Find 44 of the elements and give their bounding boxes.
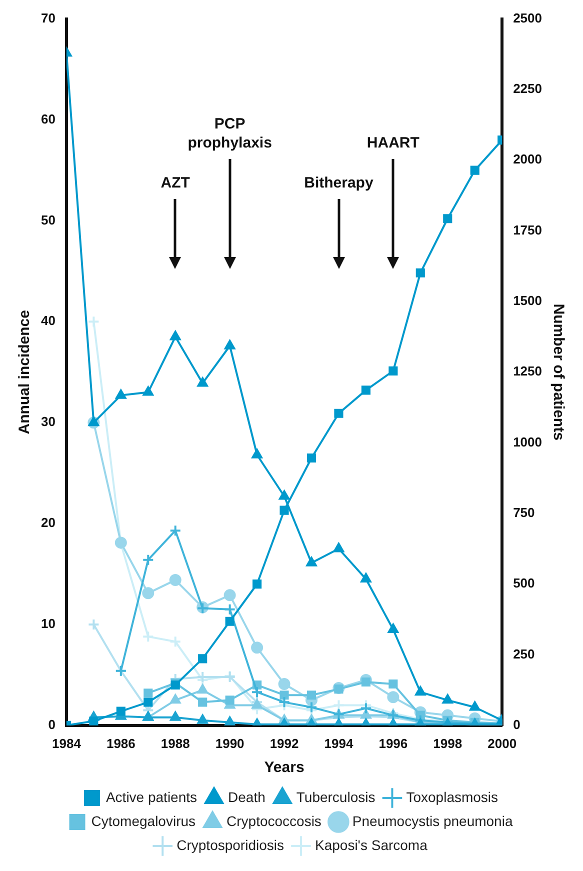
legend-label: Kaposi's Sarcoma [314,836,428,853]
x-tick-label: 1994 [324,736,354,751]
legend-label: Active patients [106,788,198,805]
x-tick-label: 1984 [52,736,82,751]
legend-label: Tuberculosis [296,788,376,805]
legend-label: Cytomegalovirus [91,812,196,829]
x-tick-label: 1998 [433,736,462,751]
y2-axis-title: Number of patients [550,304,567,440]
x-axis-title: Years [264,759,304,776]
y2-tick-label: 250 [513,646,535,662]
x-tick-label: 1986 [106,736,136,751]
legend-label: Cryptococcosis [226,812,322,829]
y2-tick-label: 1250 [513,364,542,379]
y2-tick-label: 1000 [513,434,542,450]
x-tick-label: 2000 [488,736,517,751]
annotation: Bitherapy [304,174,374,192]
x-tick-label: 1990 [215,736,244,751]
y-tick-label: 40 [40,313,56,328]
y2-tick-label: 2500 [513,10,542,26]
y-tick-label: 20 [40,515,56,530]
annotation: PCP prophylaxis [188,115,272,152]
y-tick-label: 50 [40,212,56,228]
y-tick-label: 60 [40,111,56,126]
annotation: HAART [366,134,420,152]
y2-tick-label: 1500 [513,293,542,308]
y2-tick-label: 2000 [513,152,542,167]
legend-label: Toxoplasmosis [406,788,498,805]
legend-label: Death [228,788,266,805]
x-tick-label: 1988 [160,736,190,751]
y-tick-label: 10 [40,616,56,632]
x-tick-label: 1996 [378,736,408,751]
y-tick-label: 70 [40,10,56,26]
annotation: AZT [160,174,190,192]
y2-tick-label: 0 [513,716,520,732]
y2-tick-label: 500 [513,576,535,591]
y2-tick-label: 2250 [513,81,542,96]
y2-tick-label: 1750 [513,222,542,238]
y-tick-label: 30 [40,414,56,430]
legend-label: Cryptosporidiosis [176,836,284,853]
y-tick-label: 0 [48,716,56,732]
y-axis-title: Annual incidence [16,310,34,434]
legend-label: Pneumocystis pneumonia [352,812,513,829]
y2-tick-label: 750 [513,505,535,520]
x-tick-label: 1992 [270,736,299,751]
